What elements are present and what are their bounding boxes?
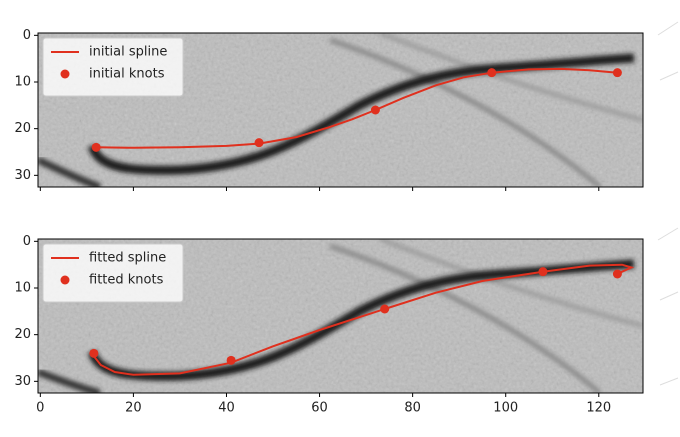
knot — [370, 105, 380, 115]
knot — [612, 68, 622, 78]
axes: 0 10 20 30 initial spline initial knots — [14, 28, 644, 191]
knot — [380, 304, 390, 314]
y-tick-label: 10 — [14, 75, 31, 90]
knot — [91, 142, 101, 152]
knot — [538, 267, 548, 277]
x-tick-label: 100 — [493, 401, 518, 416]
y-tick-label: 0 — [23, 234, 31, 249]
axes-frame — [37, 32, 644, 188]
plot-area — [89, 263, 635, 376]
y-tick-label: 20 — [14, 327, 31, 342]
x-tick-label: 0 — [36, 401, 44, 416]
knot — [89, 348, 99, 358]
legend: initial spline initial knots — [42, 37, 184, 97]
y-tick-label: 10 — [14, 281, 31, 296]
y-tick-label: 20 — [14, 121, 31, 136]
edge-decoration — [657, 21, 679, 386]
knot — [226, 355, 236, 365]
knot — [487, 68, 497, 78]
legend-marker — [60, 275, 70, 285]
legend-label: initial spline — [89, 45, 167, 60]
plot-area — [91, 67, 622, 152]
axes-frame — [37, 238, 644, 394]
x-tick-label: 80 — [404, 401, 421, 416]
knot — [254, 138, 264, 148]
legend-label: fitted knots — [89, 273, 164, 288]
x-tick-label: 60 — [311, 401, 328, 416]
legend-label: fitted spline — [89, 251, 166, 266]
y-tick-label: 30 — [14, 168, 31, 183]
x-tick-label: 40 — [218, 401, 235, 416]
legend-marker — [60, 69, 70, 79]
x-tick-label: 120 — [586, 401, 611, 416]
legend: fitted spline fitted knots — [42, 243, 184, 303]
x-tick-label: 20 — [125, 401, 142, 416]
knot — [612, 269, 622, 279]
y-tick-label: 30 — [14, 374, 31, 389]
legend-label: initial knots — [89, 67, 165, 82]
y-tick-label: 0 — [23, 28, 31, 43]
